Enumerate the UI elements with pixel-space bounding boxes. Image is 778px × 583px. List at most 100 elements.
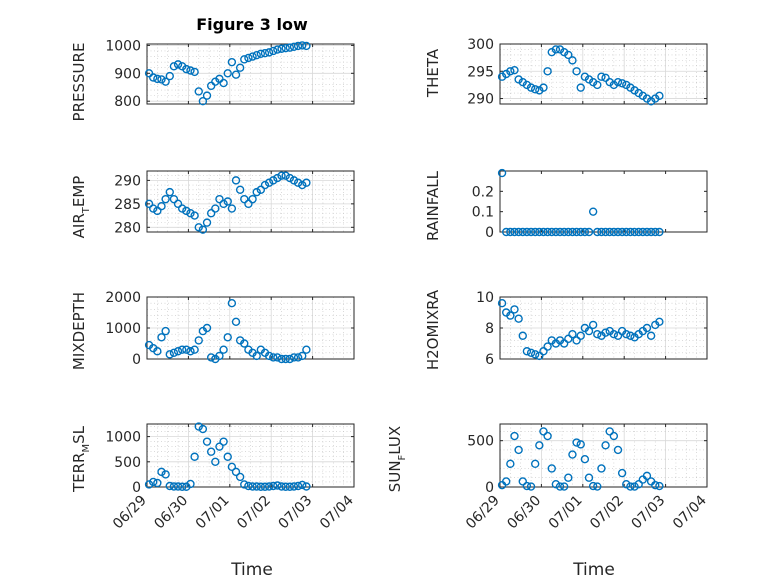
y-tick-label: 295 xyxy=(467,64,494,80)
data-point xyxy=(206,447,216,456)
data-point xyxy=(264,351,274,361)
data-point xyxy=(543,227,552,237)
data-point xyxy=(601,441,610,450)
data-point xyxy=(231,467,241,477)
ylabel-h2omixra: H2OMIXRA xyxy=(424,289,442,370)
data-point xyxy=(547,227,556,237)
xlabel-right: Time xyxy=(572,560,615,580)
data-point xyxy=(539,347,548,356)
axes-box xyxy=(499,170,708,233)
data-point xyxy=(281,171,290,180)
data-point xyxy=(564,227,573,237)
x-tick-label: 06/29 xyxy=(110,493,150,533)
data-point xyxy=(593,482,602,491)
y-tick-label: 500 xyxy=(467,434,494,450)
y-tick-label: 6 xyxy=(485,352,494,368)
data-point xyxy=(626,482,635,491)
data-point xyxy=(240,55,249,64)
data-point xyxy=(510,227,519,237)
data-point xyxy=(547,47,556,57)
data-point xyxy=(555,227,565,237)
data-point xyxy=(264,482,274,491)
data-point xyxy=(161,194,170,204)
data-point xyxy=(539,427,548,436)
data-point xyxy=(539,227,548,237)
data-point xyxy=(281,43,290,53)
data-point xyxy=(522,227,532,237)
data-point xyxy=(584,75,594,84)
data-point xyxy=(244,53,253,63)
x-tick-label: 06/30 xyxy=(151,493,191,533)
plot-area xyxy=(499,170,708,233)
data-point xyxy=(572,438,581,447)
data-point xyxy=(539,83,548,92)
data-point xyxy=(211,204,220,213)
data-point xyxy=(293,178,303,187)
y-tick-label: 0.1 xyxy=(472,205,494,221)
data-point xyxy=(173,347,183,356)
y-tick-label: 1000 xyxy=(105,321,141,337)
data-point xyxy=(630,86,639,95)
data-point xyxy=(630,227,639,237)
data-point xyxy=(302,345,311,354)
ylabel-air-temp: AIRTEMP xyxy=(70,176,92,239)
data-point xyxy=(597,72,606,81)
data-point xyxy=(153,347,162,356)
x-tick-label: 07/02 xyxy=(234,493,274,533)
panel-8: 06/29 06/30 07/01 07/02 07/03 07/04 0 500 xyxy=(463,423,710,533)
data-point xyxy=(182,64,191,74)
data-point xyxy=(593,330,602,339)
data-point xyxy=(634,227,643,237)
data-point xyxy=(588,481,598,491)
data-point xyxy=(211,457,220,466)
data-point xyxy=(244,481,253,491)
data-point xyxy=(231,317,241,326)
data-point xyxy=(584,473,594,482)
data-point xyxy=(302,178,311,187)
data-point xyxy=(144,199,154,209)
y-tick-label: 1000 xyxy=(105,430,141,446)
data-point xyxy=(518,227,527,237)
data-point xyxy=(514,314,523,323)
y-tick-label: 0 xyxy=(132,352,141,368)
x-tick-label: 07/03 xyxy=(629,493,669,533)
data-point xyxy=(530,350,540,359)
data-point xyxy=(153,206,162,216)
data-point xyxy=(169,348,179,357)
data-point xyxy=(506,459,515,469)
data-point xyxy=(198,97,208,106)
data-point xyxy=(173,199,183,209)
data-point xyxy=(215,194,224,204)
data-point xyxy=(169,62,179,71)
data-point xyxy=(157,333,166,342)
data-point xyxy=(630,482,639,491)
data-point xyxy=(182,345,191,354)
y-tick-label: 900 xyxy=(114,66,141,82)
data-point xyxy=(186,347,195,356)
data-point xyxy=(194,223,203,232)
data-point xyxy=(277,44,286,53)
data-point xyxy=(157,75,166,84)
data-point xyxy=(256,482,266,491)
data-point xyxy=(215,351,224,361)
data-point xyxy=(252,50,261,60)
data-point xyxy=(219,345,228,354)
data-point xyxy=(144,480,154,489)
data-point xyxy=(293,353,303,362)
data-point xyxy=(568,450,577,459)
data-point xyxy=(522,481,532,491)
panel-5: 0 1000 2000 xyxy=(105,290,355,368)
data-point xyxy=(572,227,581,237)
data-point xyxy=(605,427,614,436)
data-point xyxy=(601,73,610,83)
data-point xyxy=(655,227,664,237)
data-point xyxy=(572,67,581,76)
data-point xyxy=(227,299,237,308)
data-point xyxy=(506,311,515,320)
data-point xyxy=(613,445,623,455)
data-point xyxy=(223,333,232,342)
data-point xyxy=(215,442,224,451)
data-point xyxy=(182,206,191,216)
data-point xyxy=(260,180,270,190)
